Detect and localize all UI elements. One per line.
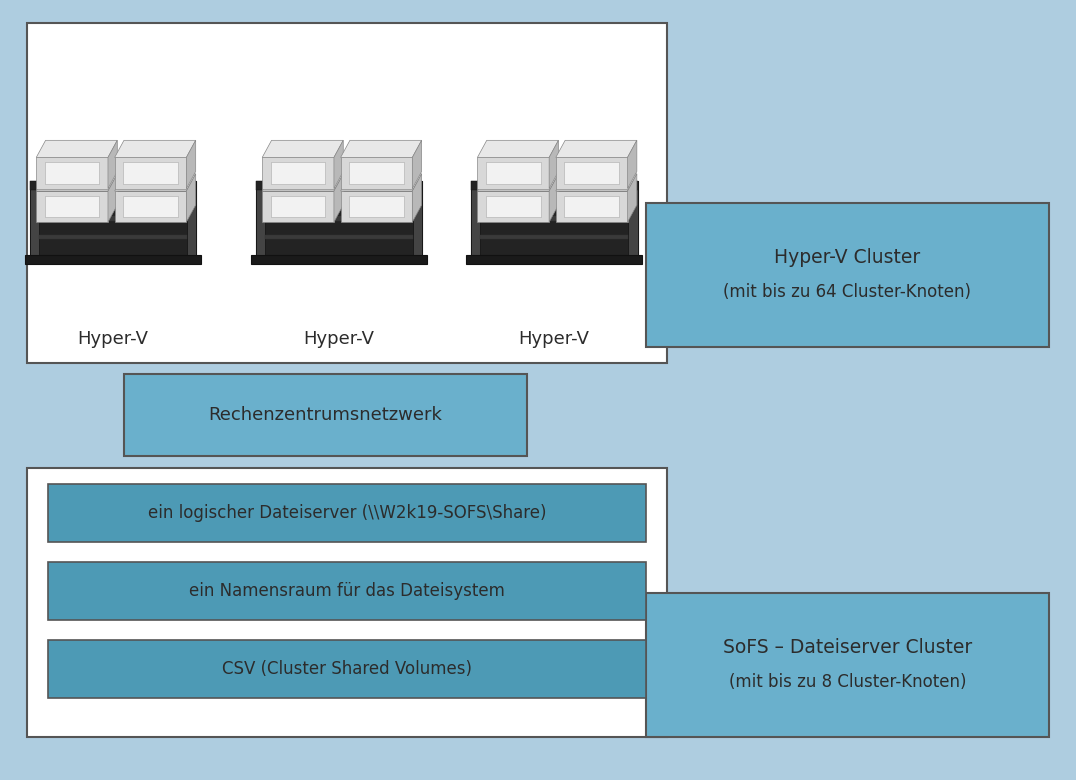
Bar [341,158,412,189]
Bar [271,162,325,184]
Bar [466,256,641,264]
Bar [486,162,540,184]
Bar [471,182,637,256]
Bar [341,191,412,222]
Polygon shape [478,174,558,191]
Text: SoFS – Dateiserver Cluster: SoFS – Dateiserver Cluster [723,638,972,658]
Bar [271,196,325,218]
Bar [646,593,1049,737]
Polygon shape [412,174,422,222]
Bar [263,191,334,222]
Polygon shape [341,174,422,191]
Polygon shape [186,140,196,189]
Polygon shape [115,174,196,191]
Bar [350,196,404,218]
Polygon shape [108,174,117,222]
Bar [39,216,187,221]
Bar [39,235,187,239]
Bar [565,162,619,184]
Polygon shape [334,174,343,222]
Bar [263,158,334,189]
Bar [124,374,527,456]
Polygon shape [263,174,343,191]
Text: Hyper-V: Hyper-V [77,330,148,349]
Bar [45,162,99,184]
Bar [187,182,196,256]
Polygon shape [334,140,343,189]
Polygon shape [108,140,117,189]
Polygon shape [186,174,196,222]
Bar [480,197,628,202]
Bar [255,182,422,256]
Bar [27,468,667,737]
Bar [25,256,200,264]
Bar [413,182,422,256]
Bar [251,256,426,264]
Bar [29,182,196,256]
Polygon shape [478,140,558,158]
Bar [124,162,178,184]
Text: (mit bis zu 8 Cluster-Knoten): (mit bis zu 8 Cluster-Knoten) [728,673,966,691]
Polygon shape [556,140,637,158]
Bar [45,196,99,218]
Bar [265,197,413,202]
Bar [255,182,265,256]
Polygon shape [556,174,637,191]
Bar [471,182,637,190]
Bar [37,191,108,222]
Bar [37,158,108,189]
Bar [471,182,480,256]
Bar [265,216,413,221]
Polygon shape [627,140,637,189]
Bar [124,196,178,218]
Bar [480,235,628,239]
Bar [27,23,667,363]
Text: Hyper-V Cluster: Hyper-V Cluster [775,248,920,268]
Text: ein logischer Dateiserver (\\W2k19-SOFS\Share): ein logischer Dateiserver (\\W2k19-SOFS\… [147,504,547,522]
Bar [628,182,637,256]
Bar [255,182,422,190]
Bar [29,182,39,256]
Text: Hyper-V: Hyper-V [303,330,374,349]
Bar [115,158,186,189]
Polygon shape [115,140,196,158]
Bar [646,203,1049,347]
Polygon shape [412,140,422,189]
Bar [29,182,196,190]
Bar [265,235,413,239]
Polygon shape [627,174,637,222]
Bar [480,216,628,221]
Polygon shape [37,140,117,158]
Polygon shape [549,140,558,189]
Text: Hyper-V: Hyper-V [519,330,590,349]
Text: (mit bis zu 64 Cluster-Knoten): (mit bis zu 64 Cluster-Knoten) [723,283,972,301]
Text: ein Namensraum für das Dateisystem: ein Namensraum für das Dateisystem [189,582,505,600]
Bar [565,196,619,218]
Polygon shape [549,174,558,222]
Bar [350,162,404,184]
Polygon shape [341,140,422,158]
Bar [556,158,627,189]
Bar [486,196,540,218]
Bar [115,191,186,222]
Bar [478,191,549,222]
Bar [478,158,549,189]
Bar [48,640,646,698]
Text: Rechenzentrumsnetzwerk: Rechenzentrumsnetzwerk [209,406,442,424]
Bar [556,191,627,222]
Polygon shape [37,174,117,191]
Polygon shape [263,140,343,158]
Text: CSV (Cluster Shared Volumes): CSV (Cluster Shared Volumes) [222,660,472,678]
Bar [39,197,187,202]
Bar [48,562,646,620]
Bar [48,484,646,542]
